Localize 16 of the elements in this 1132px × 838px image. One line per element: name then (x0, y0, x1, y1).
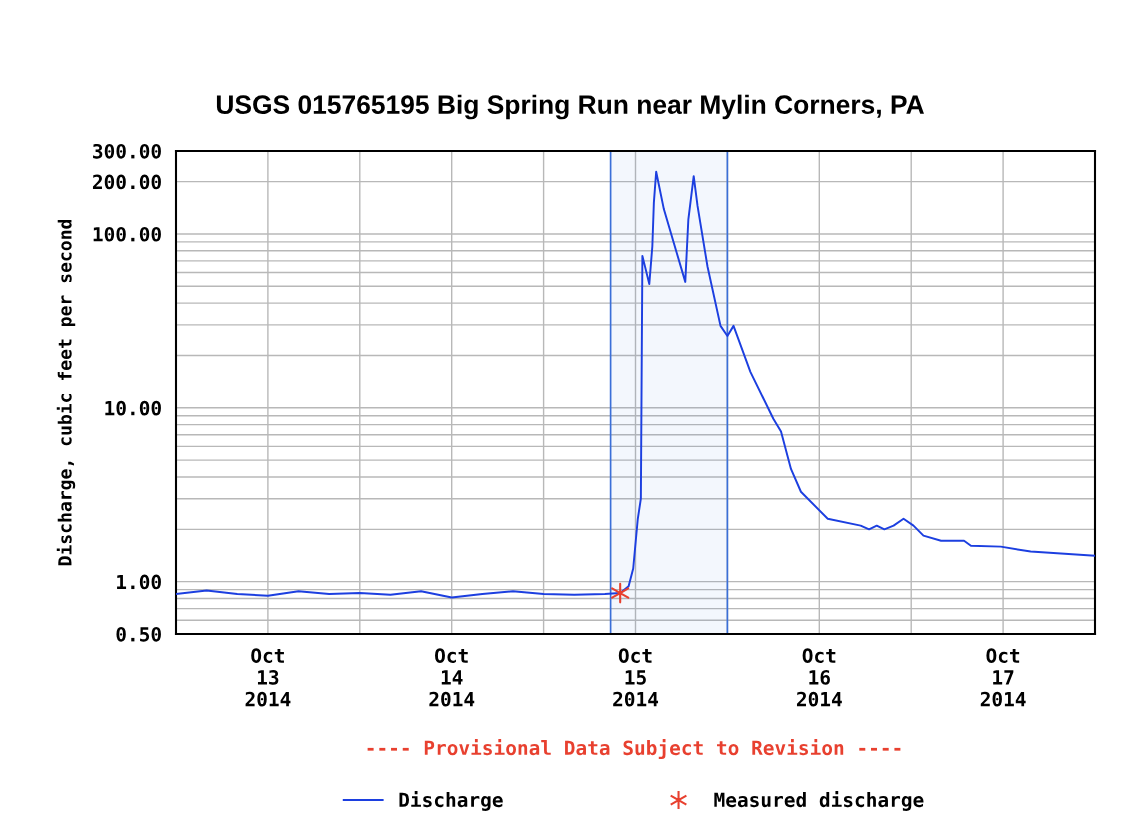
x-tick-label: Oct 14 2014 (429, 648, 475, 707)
legend-label: Measured discharge (714, 791, 924, 811)
x-tick-label: Oct 15 2014 (613, 648, 659, 707)
y-tick-label: 1.00 (117, 574, 161, 590)
y-axis-title: Discharge, cubic feet per second (56, 219, 76, 566)
chart-title: USGS 015765195 Big Spring Run near Mylin Corners, PA (216, 94, 924, 120)
x-tick-label: Oct 13 2014 (245, 648, 291, 707)
y-tick-label: 10.00 (105, 400, 161, 416)
x-tick-label: Oct 16 2014 (796, 648, 842, 707)
y-tick-label: 300.00 (93, 143, 161, 159)
legend-label: Discharge (399, 791, 503, 811)
x-tick-label: Oct 17 2014 (980, 648, 1026, 707)
y-tick-label: 0.50 (116, 626, 161, 642)
y-tick-label: 200.00 (92, 174, 161, 190)
y-tick-label: 100.00 (93, 226, 161, 242)
text: ---- Provisional Data Subject to Revision ---- (367, 739, 901, 759)
